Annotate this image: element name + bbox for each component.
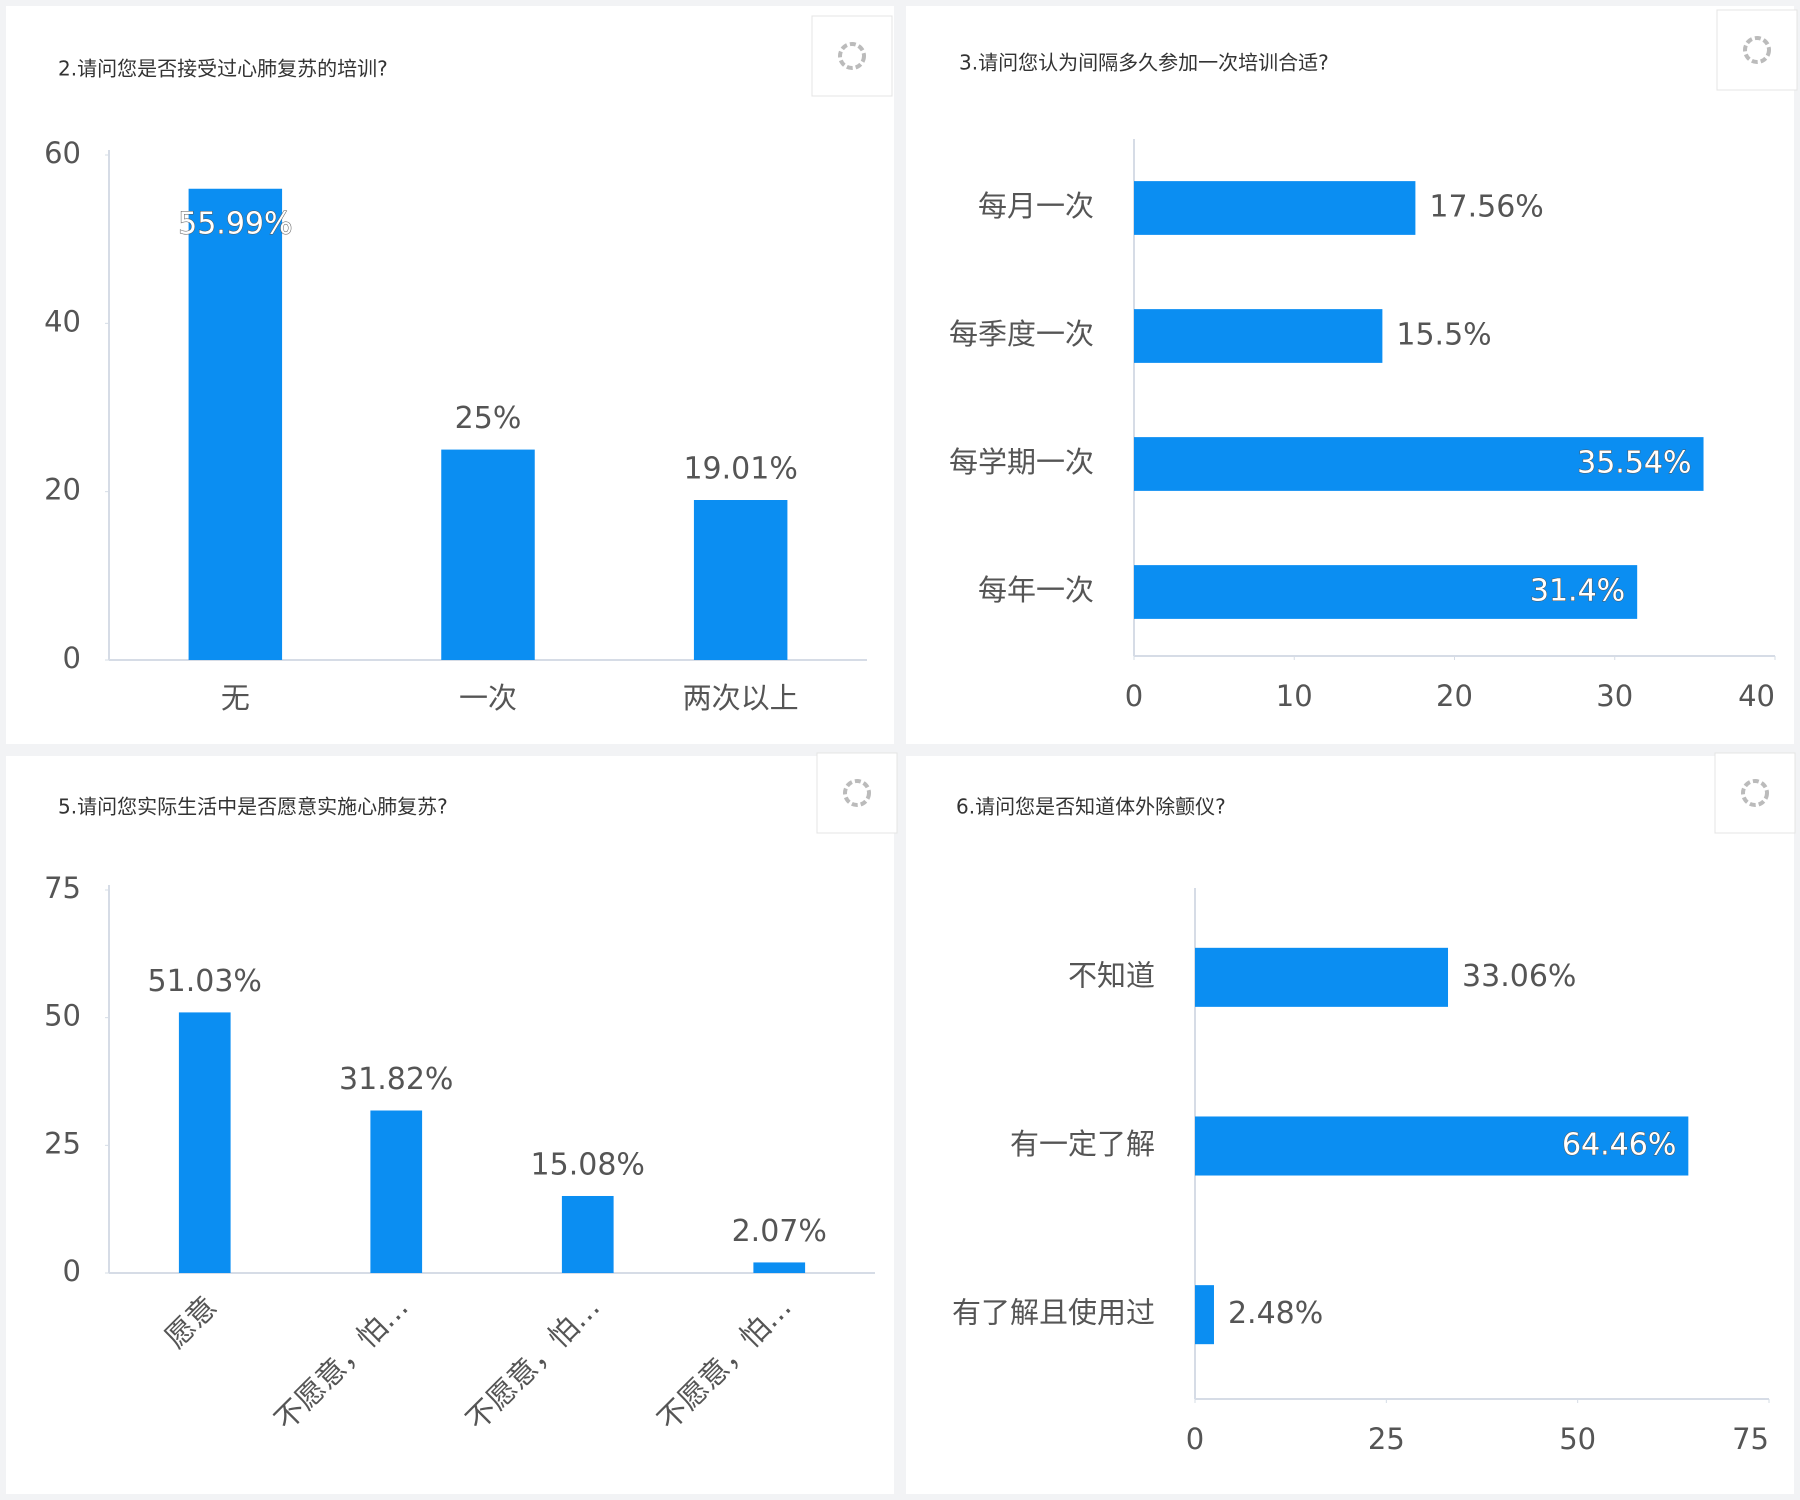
chart-title: 5.请问您实际生活中是否愿意实施心肺复苏? — [58, 795, 448, 819]
bar — [753, 1262, 806, 1273]
value-label: 33.06% — [1462, 959, 1576, 994]
y-tick-label: 每月一次 — [978, 189, 1094, 223]
y-tick-label: 20 — [44, 473, 81, 507]
y-tick-label: 25 — [44, 1126, 81, 1160]
bar — [370, 1110, 423, 1273]
y-tick-label: 50 — [44, 999, 81, 1033]
settings-button[interactable] — [1714, 752, 1796, 834]
value-label: 15.08% — [531, 1147, 645, 1182]
y-tick-label: 每年一次 — [978, 573, 1094, 607]
value-label: 15.5% — [1396, 318, 1491, 353]
bar — [1195, 1116, 1689, 1176]
bar — [178, 1012, 231, 1273]
y-tick-label: 不知道 — [1068, 958, 1155, 992]
x-tick-label: 0 — [1186, 1422, 1204, 1456]
x-tick-label: 无 — [221, 681, 250, 715]
x-tick-label: 20 — [1436, 679, 1473, 713]
y-tick-label: 0 — [63, 641, 81, 675]
chart-title: 3.请问您认为间隔多久参加一次培训合适? — [959, 51, 1329, 75]
x-tick-label: 40 — [1738, 679, 1775, 713]
value-label: 51.03% — [148, 964, 262, 999]
value-label: 19.01% — [683, 451, 797, 486]
bar — [561, 1195, 614, 1273]
bar — [441, 449, 535, 660]
bar — [1195, 947, 1449, 1007]
panel-bg — [6, 756, 894, 1494]
value-label: 2.48% — [1228, 1296, 1323, 1331]
panel-bg — [906, 6, 1794, 744]
value-label: 25% — [455, 401, 522, 436]
panel: 5.请问您实际生活中是否愿意实施心肺复苏? 025507551.03%愿意31.… — [6, 752, 898, 1494]
x-tick-label: 25 — [1368, 1422, 1405, 1456]
panel: 6.请问您是否知道体外除颤仪? 0 25 50 75 33.06% 不知道 64.46% 有一… — [906, 752, 1796, 1494]
y-tick-label: 有了解且使用过 — [952, 1296, 1155, 1330]
value-label: 31.82% — [339, 1062, 453, 1097]
x-tick-label: 75 — [1732, 1422, 1769, 1456]
chart-title: 6.请问您是否知道体外除颤仪? — [956, 795, 1226, 819]
bar — [1134, 565, 1638, 619]
y-tick-label: 有一定了解 — [1010, 1127, 1155, 1161]
x-tick-label: 0 — [1125, 679, 1143, 713]
bar — [188, 188, 283, 660]
y-tick-label: 40 — [44, 304, 81, 338]
y-tick-label: 75 — [44, 871, 81, 905]
bar — [1134, 437, 1704, 491]
y-tick-label: 每季度一次 — [949, 317, 1094, 351]
value-label: 55.99% — [178, 206, 292, 241]
bar — [1134, 181, 1416, 235]
value-label: 17.56% — [1429, 190, 1543, 225]
value-label: 31.4% — [1530, 574, 1625, 609]
value-label: 35.54% — [1577, 446, 1691, 481]
value-label: 64.46% — [1562, 1128, 1676, 1163]
bar — [1195, 1285, 1214, 1345]
value-label: 2.07% — [732, 1214, 827, 1249]
bar — [1134, 309, 1383, 363]
y-tick-label: 0 — [63, 1254, 81, 1288]
x-tick-label: 一次 — [459, 681, 517, 715]
panel: 3.请问您认为间隔多久参加一次培训合适? 0 10 20 30 40 17.56% 每月一次… — [906, 6, 1798, 744]
y-tick-label: 60 — [44, 136, 81, 170]
x-tick-label: 30 — [1596, 679, 1633, 713]
panel: 2.请问您是否接受过心肺复苏的培训? 0 20 40 60 55.99% 无 25% 一次 19… — [6, 6, 894, 744]
settings-button[interactable] — [816, 752, 898, 834]
x-tick-label: 10 — [1276, 679, 1313, 713]
settings-button[interactable] — [1716, 9, 1798, 91]
x-tick-label: 两次以上 — [683, 681, 799, 715]
y-tick-label: 每学期一次 — [949, 445, 1094, 479]
bar — [693, 499, 788, 660]
chart-title: 2.请问您是否接受过心肺复苏的培训? — [58, 57, 388, 81]
settings-button[interactable] — [811, 15, 893, 97]
x-tick-label: 50 — [1559, 1422, 1596, 1456]
